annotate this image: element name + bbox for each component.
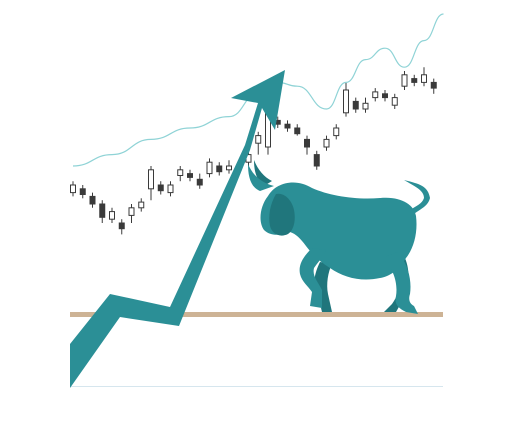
candle-body [216,165,223,173]
candlestick [79,185,86,199]
candle-body [79,188,86,196]
candle-body [206,161,213,175]
candle-body [421,74,427,83]
candlestick [99,200,106,223]
bull-head [269,193,295,236]
candle-body [196,178,203,186]
bull-icon [248,160,430,314]
candlestick [362,97,369,113]
bull-front-leg-back [314,262,332,312]
candlestick [157,181,164,195]
candlestick [206,158,213,178]
candle-body [89,195,96,205]
candle-body [157,184,164,192]
candle-body [313,154,320,167]
rising-arrow-icon [70,70,285,388]
ground-line [70,312,443,317]
bull-body [260,182,417,280]
candlestick [284,120,291,132]
candle-body [323,138,330,148]
candle-body [70,184,76,194]
candlestick [352,97,359,113]
bull-front-leg-front [299,248,326,308]
trend-line [72,13,444,167]
candlestick [304,135,310,155]
bull-horn-front [248,164,274,191]
candle-body [372,91,379,99]
candle-body [304,138,310,148]
candlestick [216,162,223,176]
candlestick [294,124,301,136]
candle-body [109,211,115,220]
bull-tail [404,180,430,214]
candle-body [362,102,369,110]
candlestick [382,90,388,102]
candlestick [196,173,203,189]
candle-body [118,222,125,230]
candlestick [430,78,437,94]
candle-body [294,127,301,135]
candlestick [391,93,398,109]
candlestick [148,166,154,201]
candlestick-chart [70,67,437,235]
candlestick [323,135,330,151]
candle-body [284,123,291,129]
candle-body [255,135,262,144]
candle-body [411,78,418,83]
candlestick [70,181,76,197]
candle-body [226,165,232,171]
candlestick [333,124,340,140]
candle-body [430,81,437,89]
candlestick [411,74,418,87]
candlestick [118,219,125,235]
candlestick [177,166,184,182]
arrow-body [70,70,285,388]
candle-body [177,169,184,177]
candlestick [255,131,262,155]
candlestick [187,169,193,182]
candlestick [313,150,320,170]
candle-body [99,203,106,218]
candlestick [89,192,96,208]
candle-body [343,89,349,114]
candle-body [401,74,408,87]
candle-body [391,97,398,106]
bull-hind-leg-front [382,252,418,314]
candlestick [167,181,174,197]
candle-body [167,184,174,194]
candlestick [109,207,115,223]
candlestick [226,160,232,174]
candlestick [343,82,349,117]
candlestick [128,204,135,223]
candlestick [401,71,408,90]
bottom-rule [70,386,443,387]
candlestick [421,67,427,87]
candlestick [138,198,145,212]
candle-body [187,173,193,178]
candle-body [148,169,154,190]
candle-body [352,100,359,110]
candle-body [138,201,145,209]
candlestick [372,88,379,102]
candle-body [128,207,135,216]
candle-body [333,127,340,137]
candle-body [382,93,388,99]
